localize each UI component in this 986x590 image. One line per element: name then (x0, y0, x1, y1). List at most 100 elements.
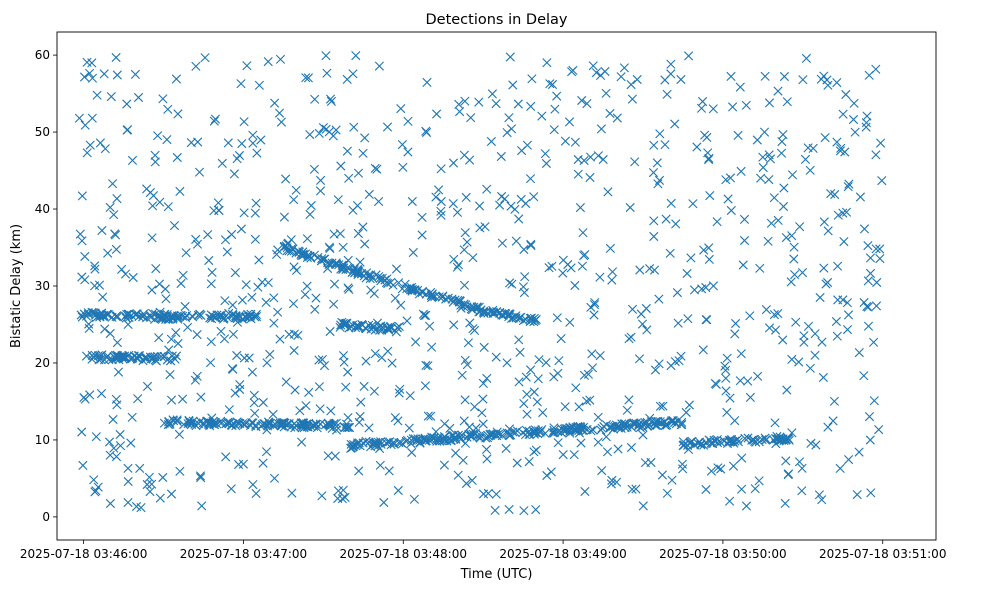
data-point (333, 486, 343, 496)
data-point (841, 89, 851, 100)
data-point (339, 357, 349, 367)
data-point (776, 148, 787, 158)
data-point (571, 383, 581, 393)
data-point (460, 228, 470, 238)
data-point (105, 498, 115, 509)
data-point (306, 422, 316, 432)
data-point (468, 253, 478, 263)
data-point (171, 328, 181, 338)
data-point (622, 405, 632, 415)
data-point (329, 419, 339, 429)
data-point (183, 322, 193, 332)
data-point (251, 198, 261, 208)
data-point (169, 311, 179, 321)
data-point (529, 429, 539, 439)
data-point (127, 412, 137, 422)
data-point (842, 325, 853, 335)
data-point (819, 263, 829, 273)
data-point (236, 224, 246, 234)
data-point (370, 349, 380, 359)
data-point (94, 280, 105, 290)
data-point (875, 254, 885, 264)
data-point (854, 447, 864, 457)
data-point (197, 501, 207, 511)
data-point (103, 248, 113, 258)
data-point (817, 337, 827, 347)
data-point (666, 361, 676, 371)
data-point (670, 119, 680, 129)
data-point (843, 310, 854, 320)
data-point (542, 58, 552, 68)
data-point (787, 428, 797, 438)
x-tick-label: 2025-07-18 03:47:00 (180, 547, 307, 561)
data-point (801, 53, 811, 63)
data-point (585, 395, 595, 405)
data-point (77, 272, 87, 282)
data-point (799, 337, 809, 347)
data-point (733, 130, 743, 140)
data-point (542, 470, 552, 481)
data-point (808, 143, 818, 153)
data-point (200, 53, 210, 63)
data-point (773, 215, 783, 225)
data-point (460, 395, 470, 405)
data-point (701, 315, 711, 325)
data-point (298, 249, 308, 259)
data-point (805, 363, 815, 373)
data-point (105, 450, 115, 460)
data-point (646, 457, 656, 468)
data-point (163, 202, 173, 212)
data-point (344, 284, 354, 294)
data-point (721, 175, 731, 185)
data-point (216, 326, 226, 336)
data-point (325, 243, 335, 254)
data-point (250, 208, 260, 218)
data-point (778, 201, 789, 212)
data-point (158, 94, 168, 104)
data-point (130, 69, 140, 79)
data-point (136, 503, 146, 513)
data-point (408, 247, 418, 258)
data-point (658, 401, 668, 411)
data-point (224, 405, 234, 415)
data-point (184, 416, 194, 426)
data-point (242, 61, 252, 71)
data-point (839, 237, 849, 247)
data-point (696, 103, 707, 113)
data-point (228, 329, 238, 339)
data-point (299, 420, 309, 430)
data-point (491, 489, 501, 499)
data-point (315, 186, 326, 196)
data-point (411, 337, 421, 347)
data-point (681, 407, 691, 418)
data-point (239, 353, 249, 363)
data-point (848, 114, 859, 125)
y-tick-label: 60 (35, 48, 50, 62)
data-point (779, 183, 789, 193)
data-point (497, 238, 507, 248)
data-point (432, 433, 442, 444)
data-point (291, 185, 301, 195)
data-point (575, 203, 585, 213)
data-point (683, 314, 693, 324)
data-point (638, 430, 648, 440)
data-point (312, 423, 322, 433)
data-point (393, 416, 403, 426)
data-point (406, 435, 416, 445)
data-point (616, 72, 626, 82)
data-point (81, 351, 92, 361)
data-point (393, 485, 403, 496)
data-point (250, 234, 260, 244)
data-point (127, 155, 138, 165)
data-point (160, 309, 170, 319)
data-point (451, 448, 461, 458)
data-point (110, 230, 121, 240)
data-point (461, 478, 471, 489)
data-point (676, 74, 686, 85)
data-point (436, 210, 446, 220)
data-point (420, 433, 430, 443)
data-point (77, 427, 87, 437)
data-point (192, 239, 203, 249)
data-point (279, 212, 289, 222)
data-point (515, 347, 525, 357)
